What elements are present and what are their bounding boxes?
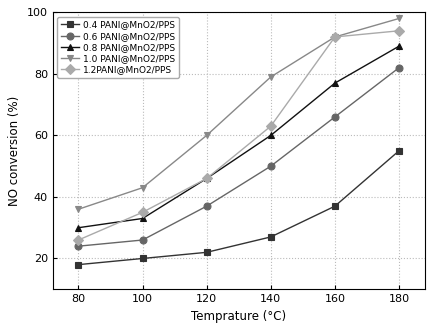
0.6 PANI@MnO2/PPS	[397, 66, 402, 70]
1.2PANI@MnO2/PPS	[332, 35, 337, 39]
0.6 PANI@MnO2/PPS	[76, 244, 81, 248]
0.4 PANI@MnO2/PPS	[268, 235, 273, 239]
1.0 PANI@MnO2/PPS	[204, 133, 209, 137]
0.4 PANI@MnO2/PPS	[204, 250, 209, 254]
1.0 PANI@MnO2/PPS	[397, 17, 402, 21]
1.2PANI@MnO2/PPS	[76, 238, 81, 242]
0.8 PANI@MnO2/PPS	[268, 133, 273, 137]
0.4 PANI@MnO2/PPS	[332, 204, 337, 208]
0.4 PANI@MnO2/PPS	[76, 263, 81, 267]
0.6 PANI@MnO2/PPS	[204, 204, 209, 208]
0.8 PANI@MnO2/PPS	[332, 81, 337, 85]
0.8 PANI@MnO2/PPS	[204, 176, 209, 180]
X-axis label: Temprature (°C): Temprature (°C)	[191, 310, 286, 323]
0.8 PANI@MnO2/PPS	[140, 216, 145, 220]
0.4 PANI@MnO2/PPS	[140, 257, 145, 260]
0.4 PANI@MnO2/PPS	[397, 149, 402, 153]
1.0 PANI@MnO2/PPS	[76, 207, 81, 211]
Y-axis label: NO conversion (%): NO conversion (%)	[8, 96, 21, 206]
1.0 PANI@MnO2/PPS	[332, 35, 337, 39]
Line: 0.6 PANI@MnO2/PPS: 0.6 PANI@MnO2/PPS	[75, 64, 403, 250]
1.2PANI@MnO2/PPS	[397, 29, 402, 33]
1.2PANI@MnO2/PPS	[140, 210, 145, 214]
1.0 PANI@MnO2/PPS	[268, 75, 273, 79]
1.2PANI@MnO2/PPS	[268, 124, 273, 128]
Line: 0.8 PANI@MnO2/PPS: 0.8 PANI@MnO2/PPS	[75, 43, 403, 231]
Line: 1.2PANI@MnO2/PPS: 1.2PANI@MnO2/PPS	[75, 27, 403, 244]
0.8 PANI@MnO2/PPS	[76, 226, 81, 230]
Legend: 0.4 PANI@MnO2/PPS, 0.6 PANI@MnO2/PPS, 0.8 PANI@MnO2/PPS, 1.0 PANI@MnO2/PPS, 1.2P: 0.4 PANI@MnO2/PPS, 0.6 PANI@MnO2/PPS, 0.…	[57, 17, 179, 78]
0.8 PANI@MnO2/PPS	[397, 44, 402, 48]
0.6 PANI@MnO2/PPS	[140, 238, 145, 242]
0.6 PANI@MnO2/PPS	[268, 164, 273, 168]
1.0 PANI@MnO2/PPS	[140, 186, 145, 190]
Line: 0.4 PANI@MnO2/PPS: 0.4 PANI@MnO2/PPS	[75, 147, 403, 268]
Line: 1.0 PANI@MnO2/PPS: 1.0 PANI@MnO2/PPS	[75, 15, 403, 213]
0.6 PANI@MnO2/PPS	[332, 115, 337, 119]
1.2PANI@MnO2/PPS	[204, 176, 209, 180]
